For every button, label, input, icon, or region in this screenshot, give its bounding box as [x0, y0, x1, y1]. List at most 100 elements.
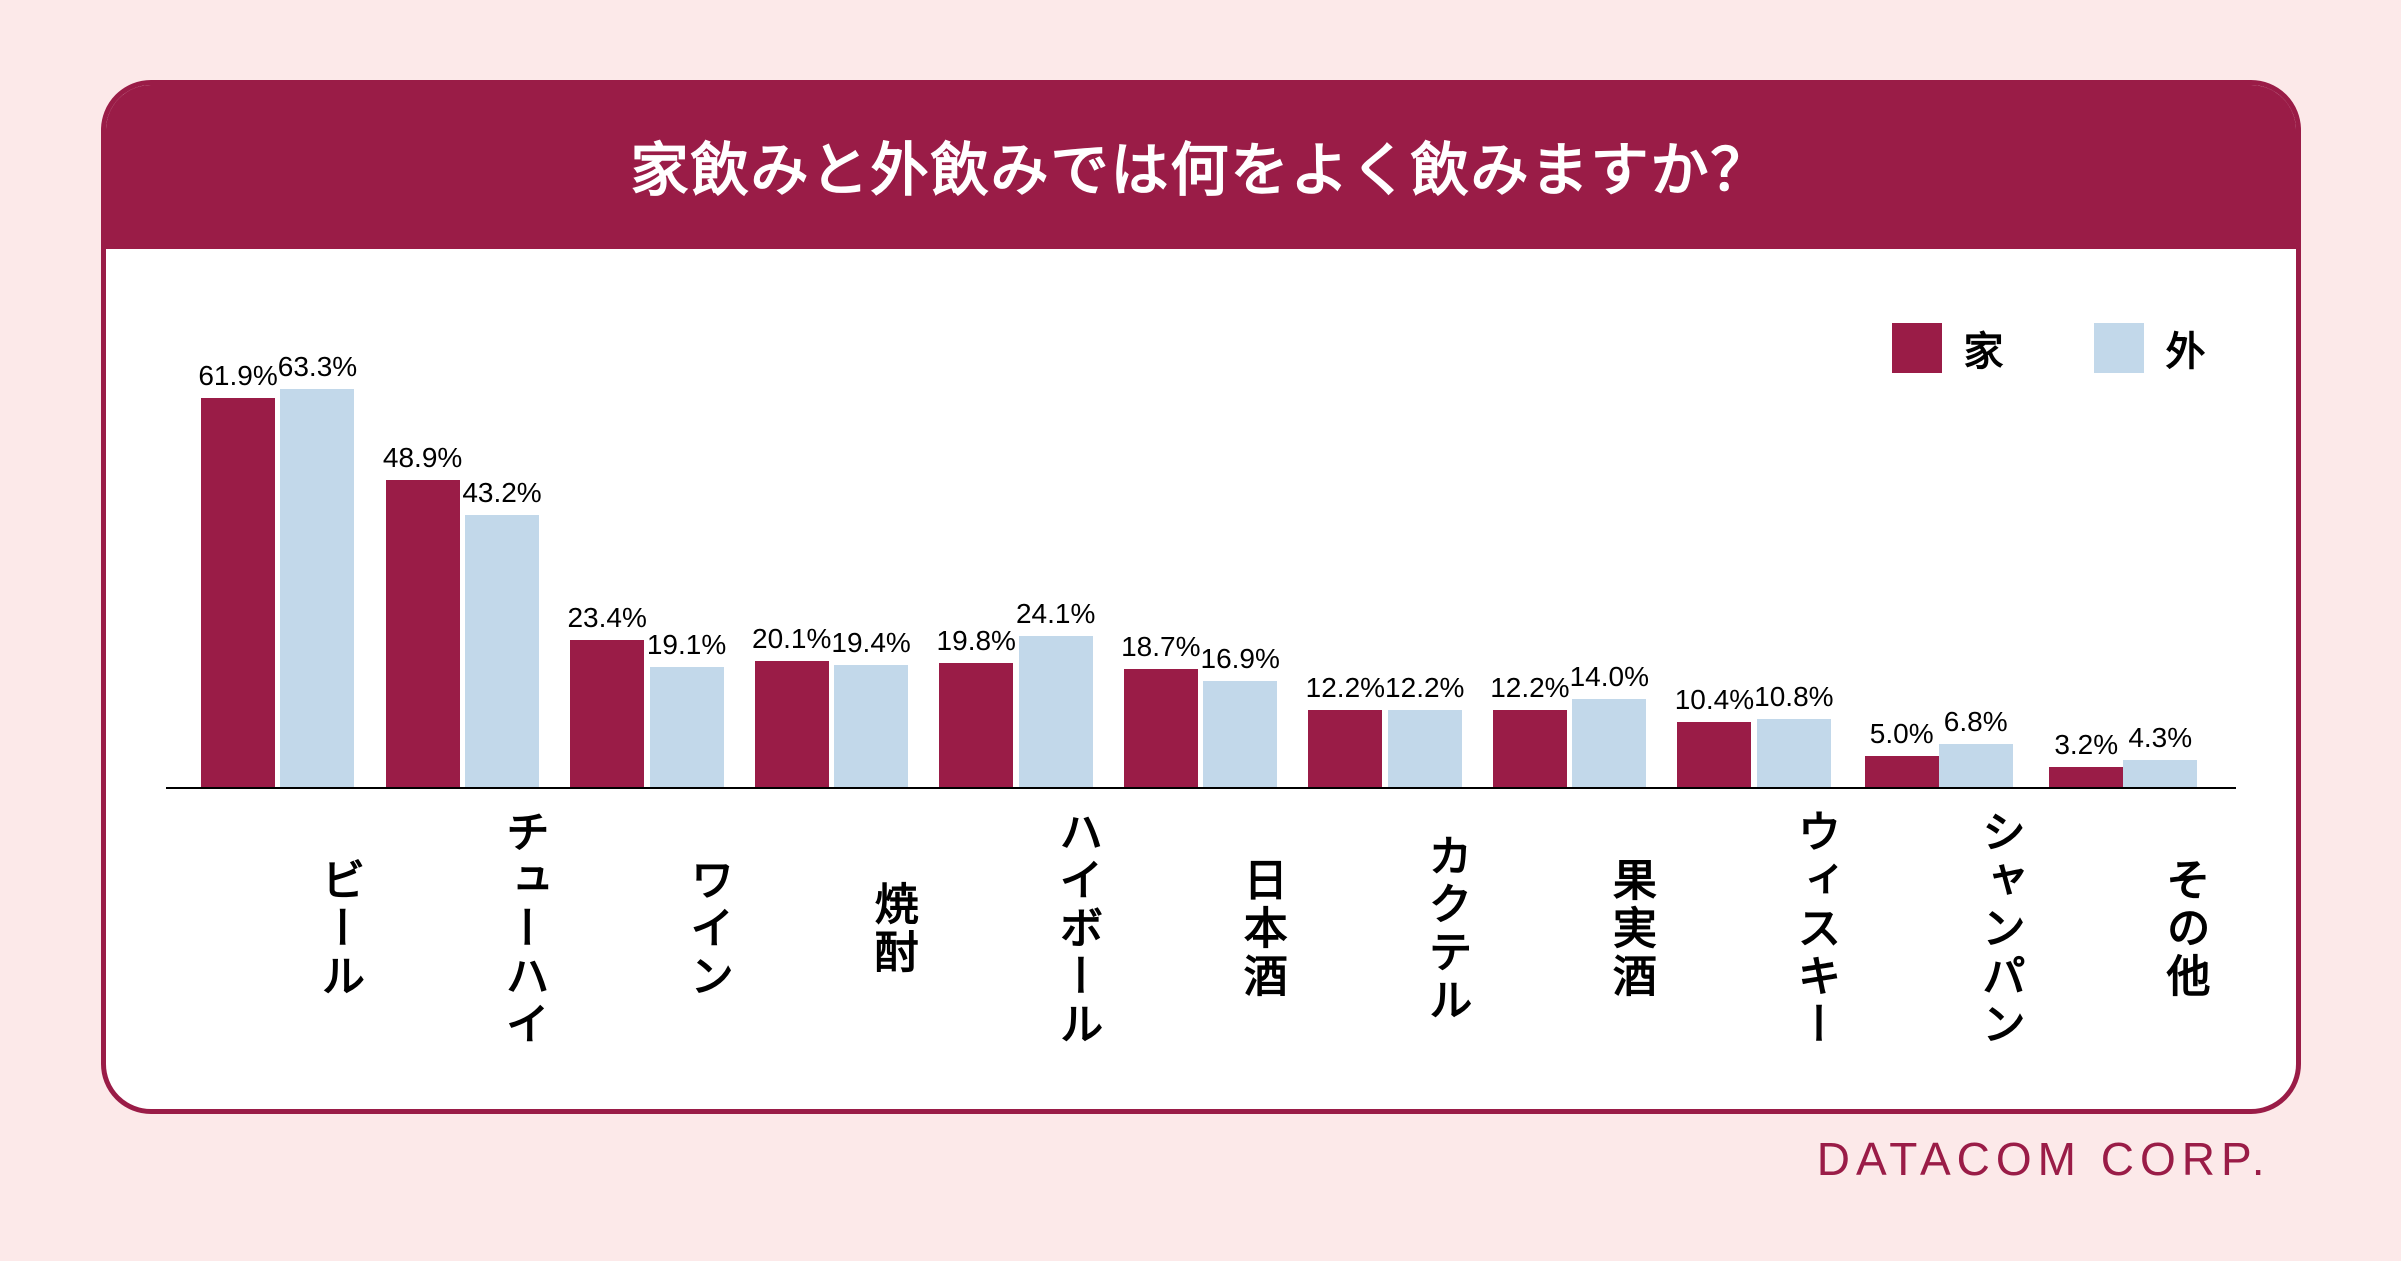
bar-group: 18.7%16.9%: [1108, 631, 1293, 787]
bar: [1124, 669, 1198, 787]
bar-wrap: 23.4%: [567, 602, 646, 787]
category-label: 果実酒: [1477, 809, 1662, 1049]
bar-pair: 48.9%43.2%: [383, 442, 542, 787]
bar: [1308, 710, 1382, 787]
bar-value-label: 4.3%: [2128, 722, 2192, 754]
category-label: 日本酒: [1108, 809, 1293, 1049]
bar: [280, 389, 354, 787]
bar: [2123, 760, 2197, 787]
bar-value-label: 19.8%: [937, 625, 1016, 657]
bar-pair: 20.1%19.4%: [752, 623, 911, 787]
bar-wrap: 6.8%: [1939, 706, 2013, 787]
bar: [755, 661, 829, 787]
bar: [386, 480, 460, 787]
bar-value-label: 10.8%: [1754, 681, 1833, 713]
bar: [1677, 722, 1751, 787]
bar-wrap: 5.0%: [1865, 718, 1939, 787]
legend-swatch: [2094, 323, 2144, 373]
bar: [2049, 767, 2123, 787]
bar-value-label: 48.9%: [383, 442, 462, 474]
category-label: その他: [2031, 809, 2216, 1049]
bar: [1939, 744, 2013, 787]
legend-label: 家: [1964, 319, 2004, 377]
bar-value-label: 12.2%: [1490, 672, 1569, 704]
category-label: カクテル: [1293, 809, 1478, 1049]
category-label: チューハイ: [370, 809, 555, 1049]
bar-pair: 19.8%24.1%: [937, 598, 1096, 787]
bar-value-label: 20.1%: [752, 623, 831, 655]
bar-group: 12.2%12.2%: [1293, 672, 1478, 787]
bars-row: 61.9%63.3%48.9%43.2%23.4%19.1%20.1%19.4%…: [166, 309, 2236, 789]
category-label: シャンパン: [1846, 809, 2031, 1049]
bar-value-label: 14.0%: [1570, 661, 1649, 693]
legend: 家外: [1892, 319, 2206, 377]
bar-wrap: 10.4%: [1675, 684, 1754, 787]
bar-group: 23.4%19.1%: [555, 602, 740, 787]
bar-wrap: 48.9%: [383, 442, 462, 787]
bar-pair: 18.7%16.9%: [1121, 631, 1280, 787]
bar-value-label: 5.0%: [1870, 718, 1934, 750]
bar-wrap: 12.2%: [1490, 672, 1569, 787]
bar: [1203, 681, 1277, 787]
bar-value-label: 19.4%: [831, 627, 910, 659]
bar: [1757, 719, 1831, 787]
bar-value-label: 10.4%: [1675, 684, 1754, 716]
bar-wrap: 4.3%: [2123, 722, 2197, 787]
category-label: ハイボール: [924, 809, 1109, 1049]
bar-wrap: 20.1%: [752, 623, 831, 787]
category-label: ウィスキー: [1662, 809, 1847, 1049]
x-axis-labels: ビールチューハイワイン焼酎ハイボール日本酒カクテル果実酒ウィスキーシャンパンその…: [166, 789, 2236, 1079]
bar: [650, 667, 724, 787]
bar: [1572, 699, 1646, 787]
bar-pair: 61.9%63.3%: [198, 351, 357, 787]
category-label: ワイン: [555, 809, 740, 1049]
bar-wrap: 43.2%: [462, 477, 541, 787]
bar-pair: 10.4%10.8%: [1675, 681, 1834, 787]
bar-wrap: 10.8%: [1754, 681, 1833, 787]
brand-footer: DATACOM CORP.: [101, 1114, 2301, 1186]
bar-group: 48.9%43.2%: [370, 442, 555, 787]
bar-group: 10.4%10.8%: [1662, 681, 1847, 787]
bar-value-label: 63.3%: [278, 351, 357, 383]
bar-wrap: 12.2%: [1385, 672, 1464, 787]
bar-pair: 12.2%12.2%: [1306, 672, 1465, 787]
bar-wrap: 24.1%: [1016, 598, 1095, 787]
legend-label: 外: [2166, 319, 2206, 377]
bar: [1865, 756, 1939, 787]
bar-group: 61.9%63.3%: [186, 351, 371, 787]
bar-wrap: 14.0%: [1570, 661, 1649, 787]
bar-wrap: 19.4%: [831, 627, 910, 787]
bar-wrap: 63.3%: [278, 351, 357, 787]
bar-value-label: 23.4%: [567, 602, 646, 634]
bar-wrap: 12.2%: [1306, 672, 1385, 787]
bar-pair: 23.4%19.1%: [567, 602, 726, 787]
legend-item: 外: [2094, 319, 2206, 377]
bar-value-label: 12.2%: [1306, 672, 1385, 704]
bar-value-label: 61.9%: [198, 360, 277, 392]
bar-pair: 5.0% 6.8%: [1865, 706, 2013, 787]
category-label: 焼酎: [739, 809, 924, 1049]
bar-value-label: 19.1%: [647, 629, 726, 661]
bar-value-label: 6.8%: [1944, 706, 2008, 738]
bar-group: 5.0% 6.8%: [1846, 706, 2031, 787]
chart-area: 家外 61.9%63.3%48.9%43.2%23.4%19.1%20.1%19…: [106, 249, 2296, 1109]
bar: [939, 663, 1013, 787]
bar-value-label: 3.2%: [2054, 729, 2118, 761]
bar-wrap: 61.9%: [198, 360, 277, 787]
bar-wrap: 19.1%: [647, 629, 726, 787]
bar-value-label: 24.1%: [1016, 598, 1095, 630]
bar: [570, 640, 644, 787]
bar: [201, 398, 275, 787]
bar-value-label: 16.9%: [1201, 643, 1280, 675]
bar: [465, 515, 539, 787]
bar-pair: 12.2%14.0%: [1490, 661, 1649, 787]
bar: [1493, 710, 1567, 787]
bar-value-label: 43.2%: [462, 477, 541, 509]
bar-wrap: 16.9%: [1201, 643, 1280, 787]
bar-wrap: 18.7%: [1121, 631, 1200, 787]
bar-group: 3.2% 4.3%: [2031, 722, 2216, 787]
bar-value-label: 18.7%: [1121, 631, 1200, 663]
bar: [834, 665, 908, 787]
legend-item: 家: [1892, 319, 2004, 377]
bar-wrap: 3.2%: [2049, 729, 2123, 787]
